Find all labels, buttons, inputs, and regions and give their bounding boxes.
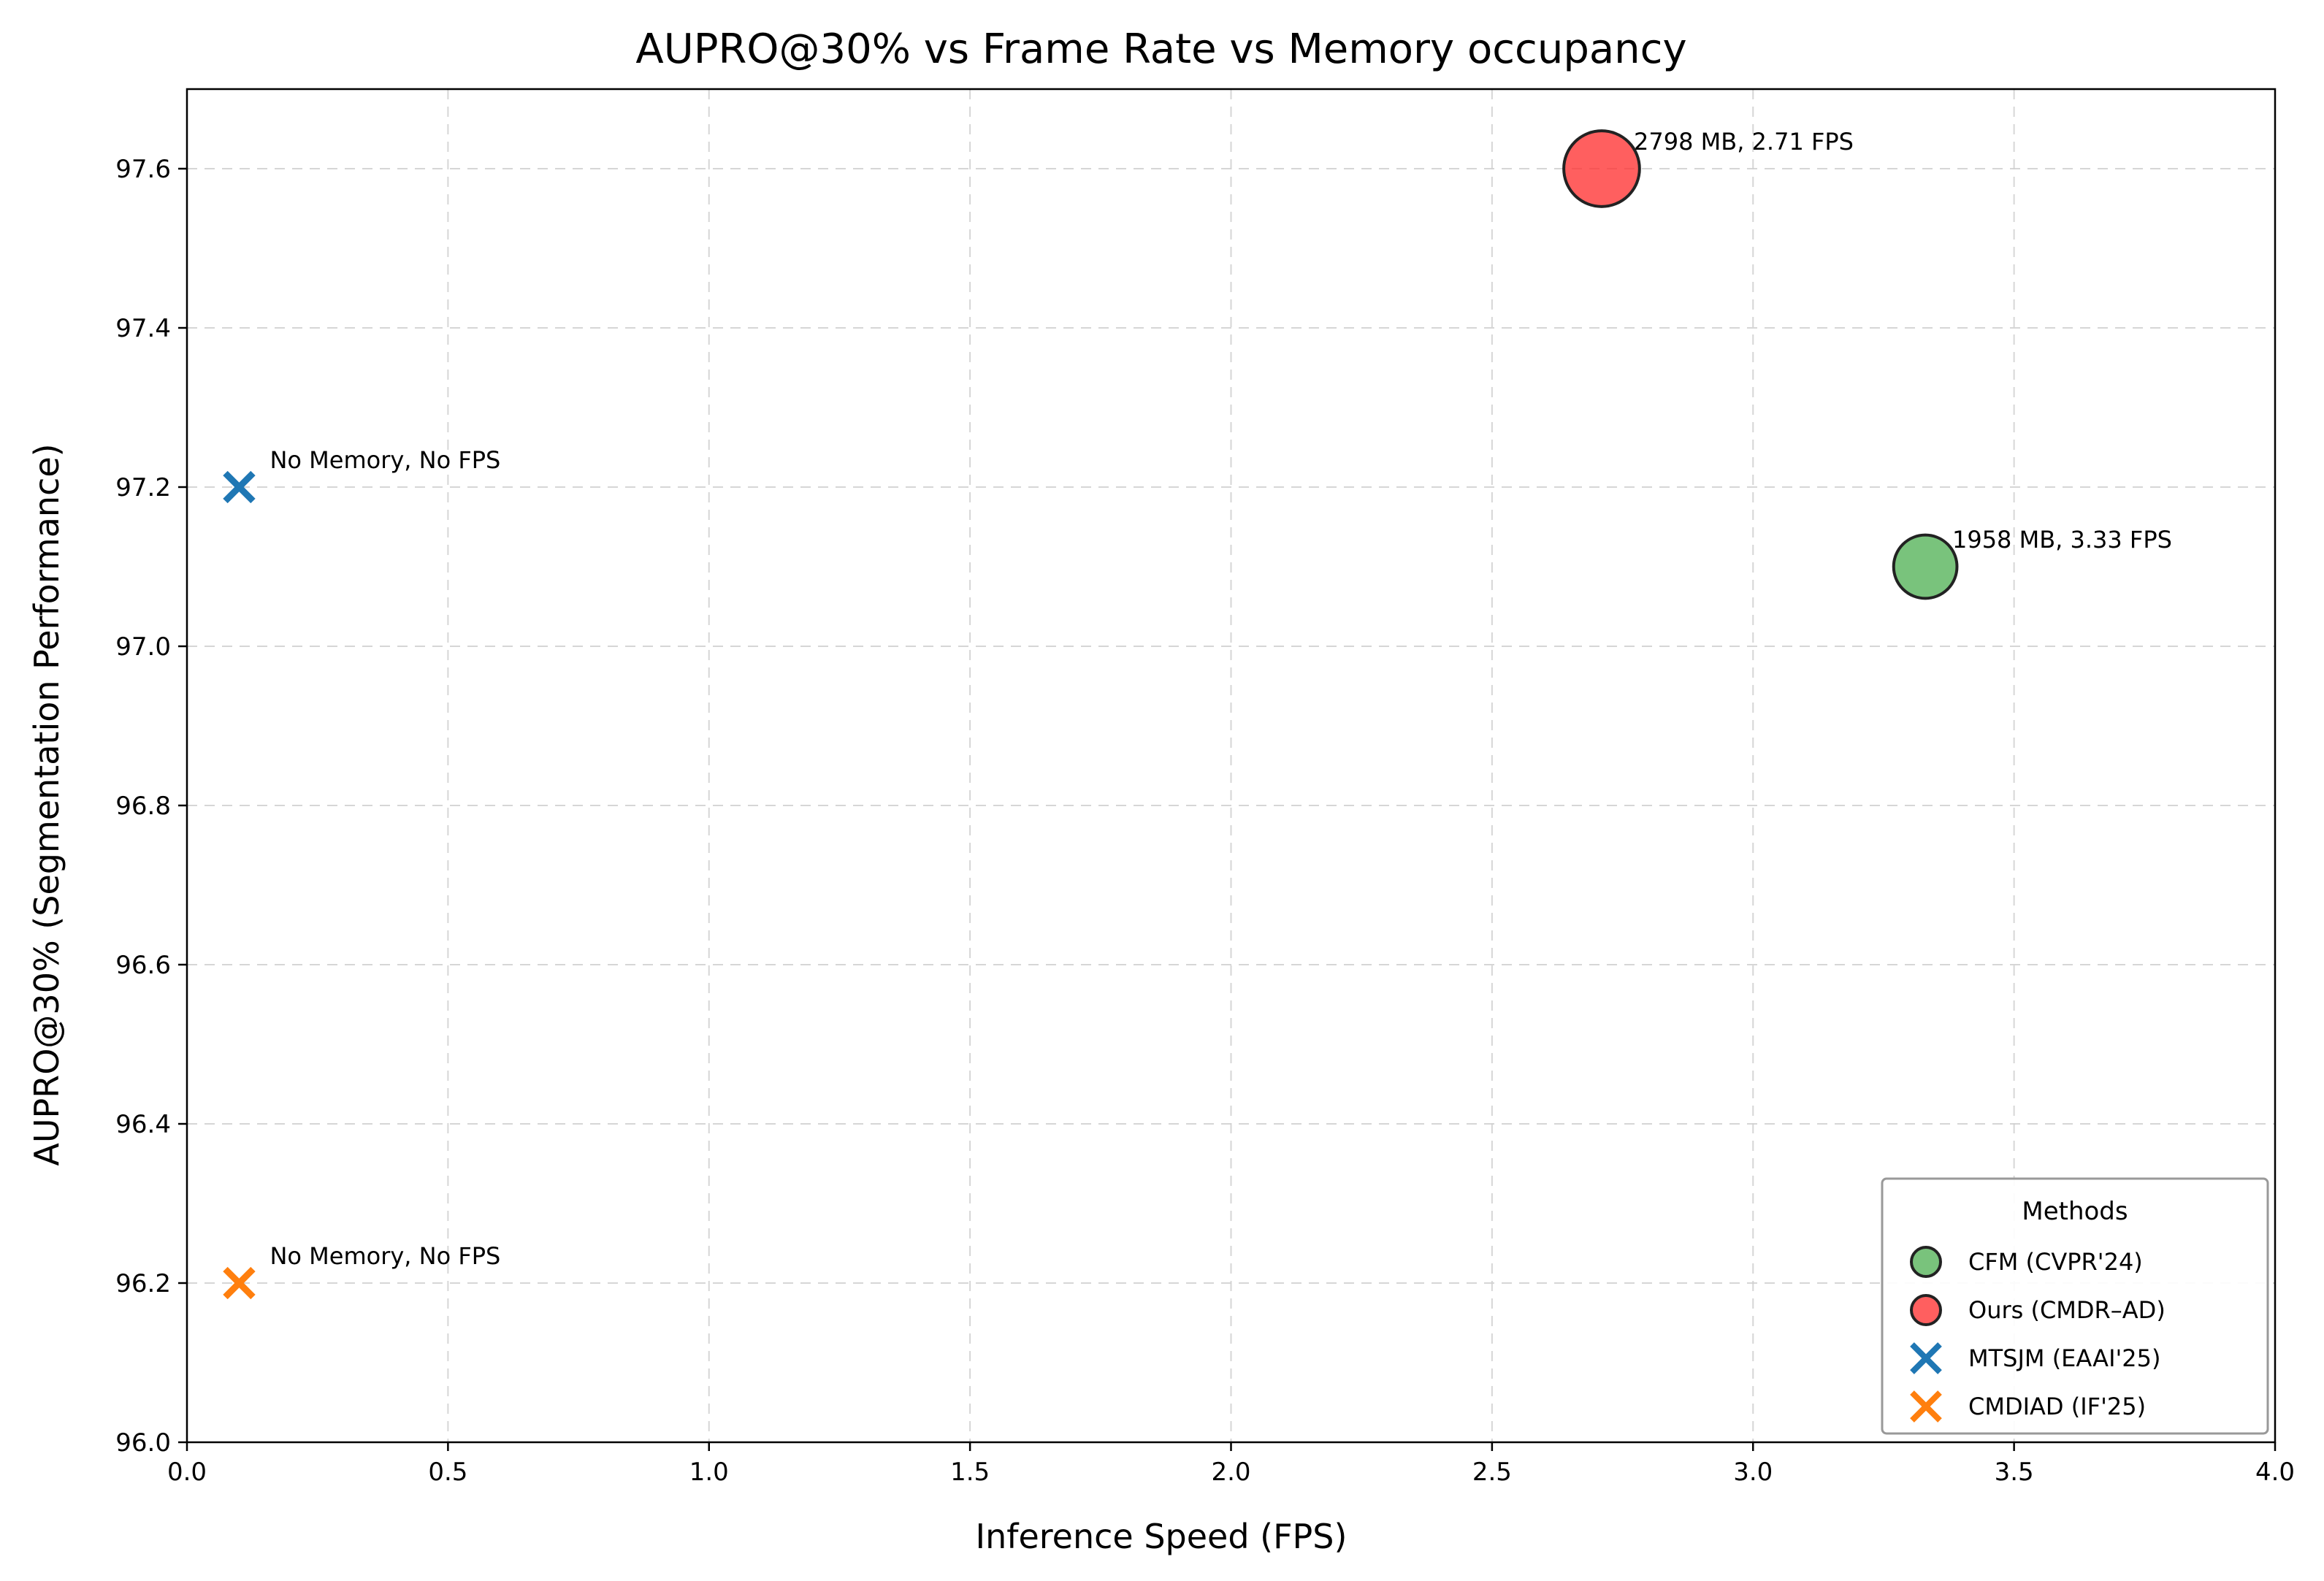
y-tick-label: 96.4 (115, 1110, 171, 1139)
marker-circle (1910, 1294, 1942, 1326)
data-point (1892, 533, 1959, 600)
data-point (223, 1266, 256, 1300)
y-tick-label: 96.8 (115, 792, 171, 821)
x-tick-label: 1.5 (950, 1458, 990, 1487)
legend-title: Methods (2022, 1197, 2128, 1226)
y-tick-label: 97.6 (115, 155, 171, 184)
x-tick-label: 3.5 (1995, 1458, 2034, 1487)
data-point (223, 470, 256, 504)
y-tick-label: 96.0 (115, 1428, 171, 1458)
legend-entry: MTSJM (EAAI'25) (1968, 1344, 2161, 1372)
y-tick-label: 96.2 (115, 1269, 171, 1298)
x-tick-label: 0.5 (428, 1458, 467, 1487)
y-tick-label: 96.6 (115, 951, 171, 980)
x-tick-label: 3.0 (1733, 1458, 1773, 1487)
marker-circle (1562, 129, 1641, 208)
x-axis-label: Inference Speed (FPS) (976, 1517, 1348, 1556)
x-tick-label: 0.0 (167, 1458, 207, 1487)
point-annotation: 1958 MB, 3.33 FPS (1952, 526, 2172, 554)
y-axis-label: AUPRO@30% (Segmentation Performance) (27, 443, 66, 1165)
legend-entry: Ours (CMDR–AD) (1968, 1296, 2166, 1324)
y-tick-label: 97.4 (115, 314, 171, 343)
marker-x-stroke (223, 1266, 256, 1300)
marker-x-stroke (1910, 1342, 1942, 1374)
x-tick-label: 2.5 (1472, 1458, 1512, 1487)
legend-marker (1910, 1246, 1942, 1278)
data-point (1562, 129, 1641, 208)
marker-circle (1892, 533, 1959, 600)
y-tick-label: 97.2 (115, 473, 171, 502)
legend-marker (1910, 1294, 1942, 1326)
point-annotation: No Memory, No FPS (270, 446, 500, 474)
marker-x-stroke (223, 470, 256, 504)
point-annotation: No Memory, No FPS (270, 1242, 500, 1270)
y-tick-label: 97.0 (115, 632, 171, 662)
legend-entry: CMDIAD (IF'25) (1968, 1393, 2146, 1420)
x-tick-label: 1.0 (689, 1458, 729, 1487)
x-tick-label: 4.0 (2255, 1458, 2295, 1487)
x-tick-label: 2.0 (1211, 1458, 1250, 1487)
legend-marker (1910, 1390, 1942, 1423)
legend-marker (1910, 1342, 1942, 1374)
legend-box (1881, 1177, 2269, 1435)
marker-circle (1910, 1246, 1942, 1278)
chart-title: AUPRO@30% vs Frame Rate vs Memory occupa… (635, 26, 1686, 73)
point-annotation: 2798 MB, 2.71 FPS (1634, 128, 1854, 156)
legend-entry: CFM (CVPR'24) (1968, 1248, 2143, 1276)
marker-x-stroke (1910, 1390, 1942, 1423)
